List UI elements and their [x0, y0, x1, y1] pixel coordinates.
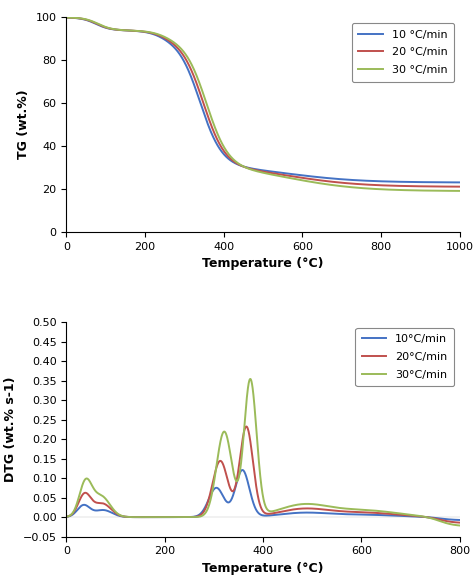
30°C/min: [449, 521, 455, 528]
10 °C/min: [132, 28, 137, 35]
10 °C/min: [457, 179, 463, 186]
20°C/min: [407, 512, 413, 519]
20°C/min: [214, 462, 220, 469]
10 °C/min: [231, 159, 237, 166]
10°C/min: [449, 516, 455, 523]
Line: 10°C/min: 10°C/min: [66, 470, 460, 520]
20 °C/min: [231, 158, 237, 165]
20 °C/min: [457, 183, 463, 190]
20 °C/min: [214, 136, 220, 143]
30°C/min: [64, 514, 69, 520]
Line: 10 °C/min: 10 °C/min: [66, 17, 460, 182]
Y-axis label: DTG (wt.% s-1): DTG (wt.% s-1): [4, 377, 17, 482]
Line: 30 °C/min: 30 °C/min: [66, 17, 460, 191]
Line: 20°C/min: 20°C/min: [66, 426, 460, 523]
20°C/min: [64, 514, 69, 520]
30 °C/min: [407, 187, 412, 194]
30 °C/min: [214, 130, 220, 137]
30 °C/min: [64, 14, 69, 21]
30°C/min: [407, 511, 413, 518]
20 °C/min: [132, 27, 137, 34]
10 °C/min: [109, 25, 114, 32]
20°C/min: [109, 505, 114, 512]
30°C/min: [231, 472, 237, 479]
20 °C/min: [109, 25, 114, 32]
20°C/min: [457, 519, 463, 526]
30 °C/min: [109, 25, 114, 32]
20°C/min: [231, 486, 237, 493]
Line: 20 °C/min: 20 °C/min: [66, 17, 460, 186]
20 °C/min: [407, 183, 412, 190]
Legend: 10°C/min, 20°C/min, 30°C/min: 10°C/min, 20°C/min, 30°C/min: [356, 328, 454, 387]
10°C/min: [64, 514, 69, 520]
20 °C/min: [64, 14, 69, 21]
20°C/min: [449, 519, 455, 526]
X-axis label: Temperature (°C): Temperature (°C): [202, 257, 324, 270]
30°C/min: [109, 503, 114, 510]
Line: 30°C/min: 30°C/min: [66, 379, 460, 526]
30 °C/min: [457, 188, 463, 194]
10°C/min: [132, 514, 137, 520]
30°C/min: [214, 458, 220, 464]
10°C/min: [239, 467, 245, 474]
Y-axis label: TG (wt.%): TG (wt.%): [17, 90, 30, 159]
10 °C/min: [64, 14, 69, 21]
10°C/min: [231, 488, 237, 495]
30°C/min: [132, 514, 137, 520]
10°C/min: [214, 485, 220, 492]
Legend: 10 °C/min, 20 °C/min, 30 °C/min: 10 °C/min, 20 °C/min, 30 °C/min: [352, 23, 454, 82]
30 °C/min: [132, 27, 137, 34]
10°C/min: [109, 509, 114, 516]
30 °C/min: [231, 157, 237, 164]
10 °C/min: [407, 178, 412, 185]
10 °C/min: [449, 179, 455, 186]
10°C/min: [407, 513, 413, 520]
20°C/min: [132, 514, 137, 520]
30°C/min: [247, 376, 253, 383]
20°C/min: [244, 423, 249, 430]
20 °C/min: [449, 183, 455, 190]
30 °C/min: [449, 188, 455, 194]
30°C/min: [457, 522, 463, 529]
10°C/min: [457, 516, 463, 523]
X-axis label: Temperature (°C): Temperature (°C): [202, 562, 324, 575]
10 °C/min: [214, 141, 220, 148]
